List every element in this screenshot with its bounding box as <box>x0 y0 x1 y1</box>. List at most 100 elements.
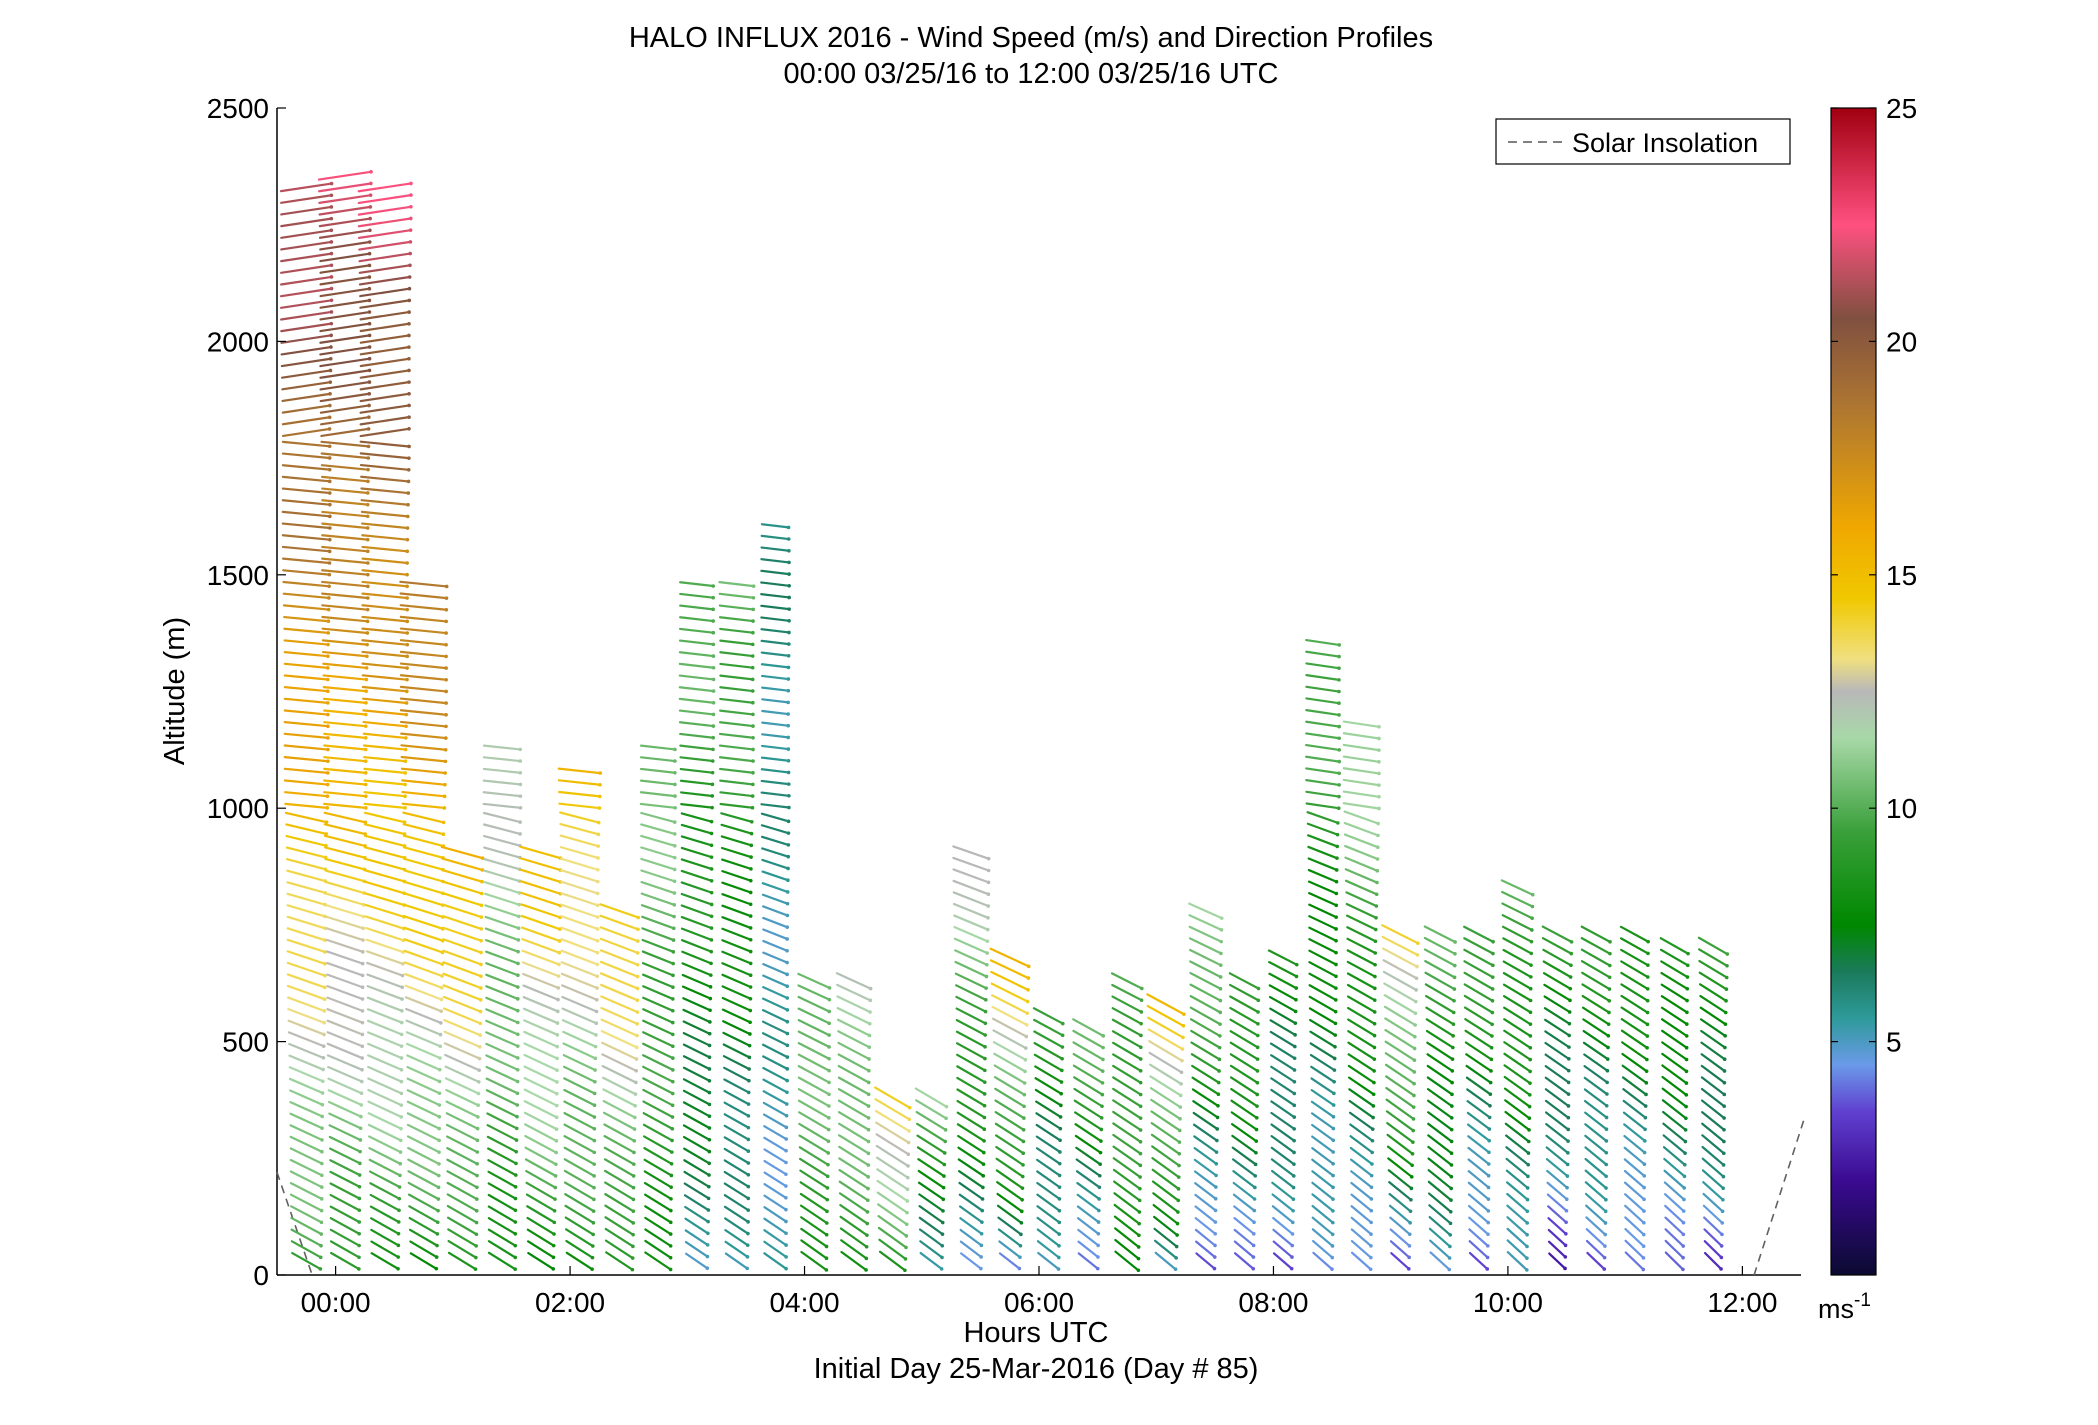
wind-barb <box>1309 1053 1336 1072</box>
wind-barb-head <box>711 677 716 682</box>
wind-barb-head <box>711 747 715 752</box>
wind-barb <box>366 996 403 1012</box>
wind-barb <box>678 674 715 681</box>
wind-barb-head <box>1416 941 1420 945</box>
wind-barb <box>1150 1110 1181 1132</box>
wind-barb <box>443 1030 481 1048</box>
wind-barb-head <box>367 251 372 256</box>
wind-barb <box>365 938 405 954</box>
wind-barb <box>329 1147 361 1165</box>
wind-barb <box>359 381 411 391</box>
wind-barb <box>1307 834 1339 848</box>
wind-barb-head <box>1060 1056 1064 1061</box>
wind-barb <box>1463 971 1494 991</box>
wind-barb <box>874 1098 911 1121</box>
wind-barb <box>1231 1134 1258 1154</box>
wind-barb <box>600 1006 639 1025</box>
wind-barb-head <box>595 986 599 990</box>
wind-barb <box>1270 1146 1296 1166</box>
wind-barb-head <box>407 356 411 361</box>
wind-barb-head <box>360 997 365 1001</box>
wind-barb-head <box>1720 1232 1724 1237</box>
wind-barb-head <box>367 321 372 326</box>
wind-barb <box>1076 1217 1100 1235</box>
wind-barb-head <box>985 939 990 944</box>
wind-barb <box>1428 1215 1452 1237</box>
wind-barb-head <box>707 1043 712 1048</box>
wind-barb <box>291 1251 322 1271</box>
wind-barb <box>1309 1018 1337 1037</box>
wind-barb <box>1701 1145 1725 1167</box>
wind-barb <box>1543 1007 1571 1025</box>
wind-barb-head <box>1375 857 1380 861</box>
wind-barb <box>367 1031 403 1048</box>
wind-barb-head <box>323 926 327 931</box>
wind-barb <box>519 857 562 872</box>
wind-barb-head <box>1337 759 1342 764</box>
wind-barb <box>723 1101 750 1117</box>
wind-barb <box>762 951 789 964</box>
wind-barb <box>1585 1216 1607 1236</box>
wind-barb <box>405 1019 442 1036</box>
wind-barb <box>993 1076 1026 1096</box>
wind-barb <box>1112 1076 1142 1096</box>
wind-barb-head <box>359 1091 364 1096</box>
wind-barb-head <box>979 1243 984 1248</box>
wind-barb-head <box>1021 1127 1026 1132</box>
wind-barb <box>718 721 755 728</box>
wind-barb <box>526 1240 555 1259</box>
wind-barb <box>1468 1240 1489 1259</box>
wind-barb <box>281 440 331 448</box>
wind-barb-head <box>365 607 370 612</box>
wind-barb-head <box>475 1197 479 1201</box>
wind-barb-head <box>1217 1069 1221 1073</box>
wind-barb-head <box>1293 1021 1298 1025</box>
wind-barb-head <box>708 985 713 989</box>
wind-barb <box>642 973 674 989</box>
wind-barb <box>523 1088 558 1107</box>
wind-barb <box>1545 1134 1569 1154</box>
wind-barb-head <box>1724 999 1728 1003</box>
wind-barb <box>1382 959 1418 980</box>
wind-barb <box>1194 1193 1217 1212</box>
wind-barb-head <box>366 479 370 484</box>
wind-barb <box>1544 1076 1570 1096</box>
wind-barb-head <box>476 1091 481 1096</box>
wind-barb-head <box>633 1103 637 1108</box>
wind-barb-head <box>1097 1197 1101 1201</box>
wind-barb-head <box>750 689 755 693</box>
wind-barb-head <box>437 1079 442 1084</box>
wind-barb <box>952 845 990 860</box>
wind-barb <box>487 1205 517 1224</box>
wind-barb <box>1463 1006 1494 1026</box>
wind-barb <box>760 803 791 809</box>
wind-barb-head <box>364 677 369 682</box>
wind-barb <box>1189 960 1222 979</box>
wind-barb <box>280 240 333 251</box>
wind-barb-head <box>406 467 411 472</box>
wind-barb-head <box>1603 1244 1607 1248</box>
wind-barb <box>320 464 370 471</box>
wind-barb <box>1311 1216 1334 1236</box>
wind-barb <box>1382 947 1419 968</box>
wind-barb-head <box>1604 1186 1608 1190</box>
wind-barb-head <box>555 1021 560 1025</box>
wind-barb <box>760 593 791 599</box>
wind-barb-head <box>1409 1186 1414 1191</box>
wind-barb <box>682 1089 711 1106</box>
wind-barb-head <box>475 1126 480 1131</box>
wind-barb-head <box>1411 1117 1416 1121</box>
wind-barb <box>1503 1018 1532 1038</box>
wind-barb <box>560 938 599 954</box>
wind-barb <box>1271 1205 1294 1224</box>
wind-barb <box>283 651 329 658</box>
wind-barb <box>799 1169 829 1190</box>
wind-barb-head <box>1686 951 1690 956</box>
wind-barb-head <box>786 537 791 541</box>
wind-barb <box>995 1134 1025 1155</box>
wind-barb-head <box>1331 1103 1336 1107</box>
wind-barb-head <box>1017 1266 1022 1271</box>
wind-barb-head <box>1412 1070 1417 1074</box>
wind-barb-head <box>364 806 368 810</box>
